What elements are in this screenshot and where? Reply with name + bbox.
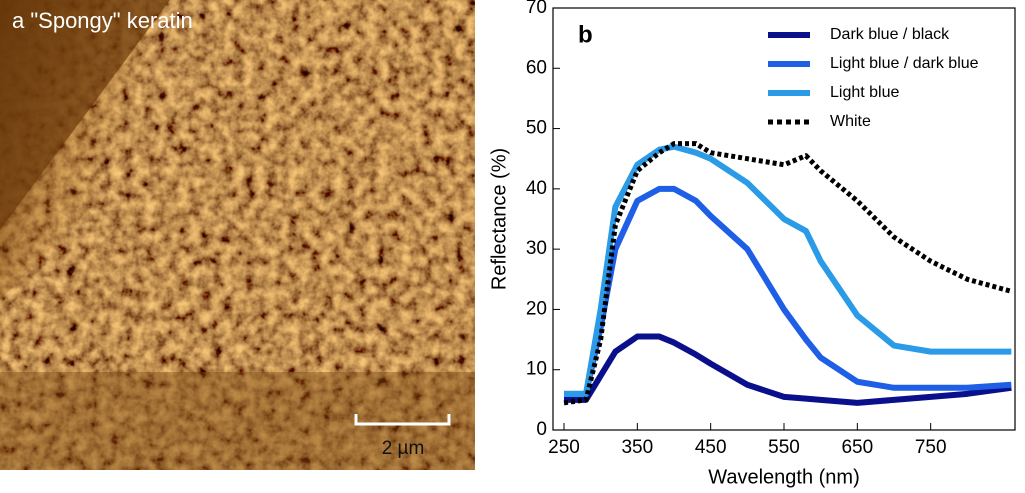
panel-label: b [578, 21, 593, 48]
series-line [564, 333, 1012, 406]
y-tick-label: 0 [536, 419, 547, 440]
y-tick-label: 70 [526, 0, 547, 18]
x-tick-label: 750 [915, 437, 947, 458]
image-scan-band [0, 372, 475, 470]
y-tick-label: 20 [526, 298, 547, 319]
y-axis-label: Reflectance (%) [488, 148, 510, 290]
legend-label: White [830, 113, 871, 130]
legend-label: Light blue [830, 84, 899, 101]
scale-bar [354, 414, 451, 426]
scale-label: 2 µm [382, 438, 425, 459]
legend-label: Dark blue / black [830, 26, 950, 43]
x-axis-label: Wavelength (nm) [708, 466, 860, 488]
x-tick-label: 550 [768, 437, 800, 458]
legend-label: Light blue / dark blue [830, 55, 979, 72]
image-edge [0, 0, 170, 230]
y-tick-label: 10 [526, 359, 547, 380]
x-tick-label: 450 [695, 437, 727, 458]
x-tick-label: 350 [621, 437, 653, 458]
series-line [564, 143, 1012, 397]
y-tick-label: 40 [526, 178, 547, 199]
afm-image: a "Spongy" keratin 2 µm [0, 0, 475, 470]
chart: 0 10 20 30 40 50 60 70 250 350 450 550 650 750 Wavelen… [488, 0, 1016, 488]
panel-label: a "Spongy" keratin [12, 8, 193, 33]
y-tick-label: 60 [526, 57, 547, 78]
y-tick-label: 50 [526, 118, 547, 139]
y-tick-label: 30 [526, 238, 547, 259]
series-line [563, 141, 1012, 406]
x-tick-label: 650 [841, 437, 873, 458]
x-tick-label: 250 [548, 437, 580, 458]
